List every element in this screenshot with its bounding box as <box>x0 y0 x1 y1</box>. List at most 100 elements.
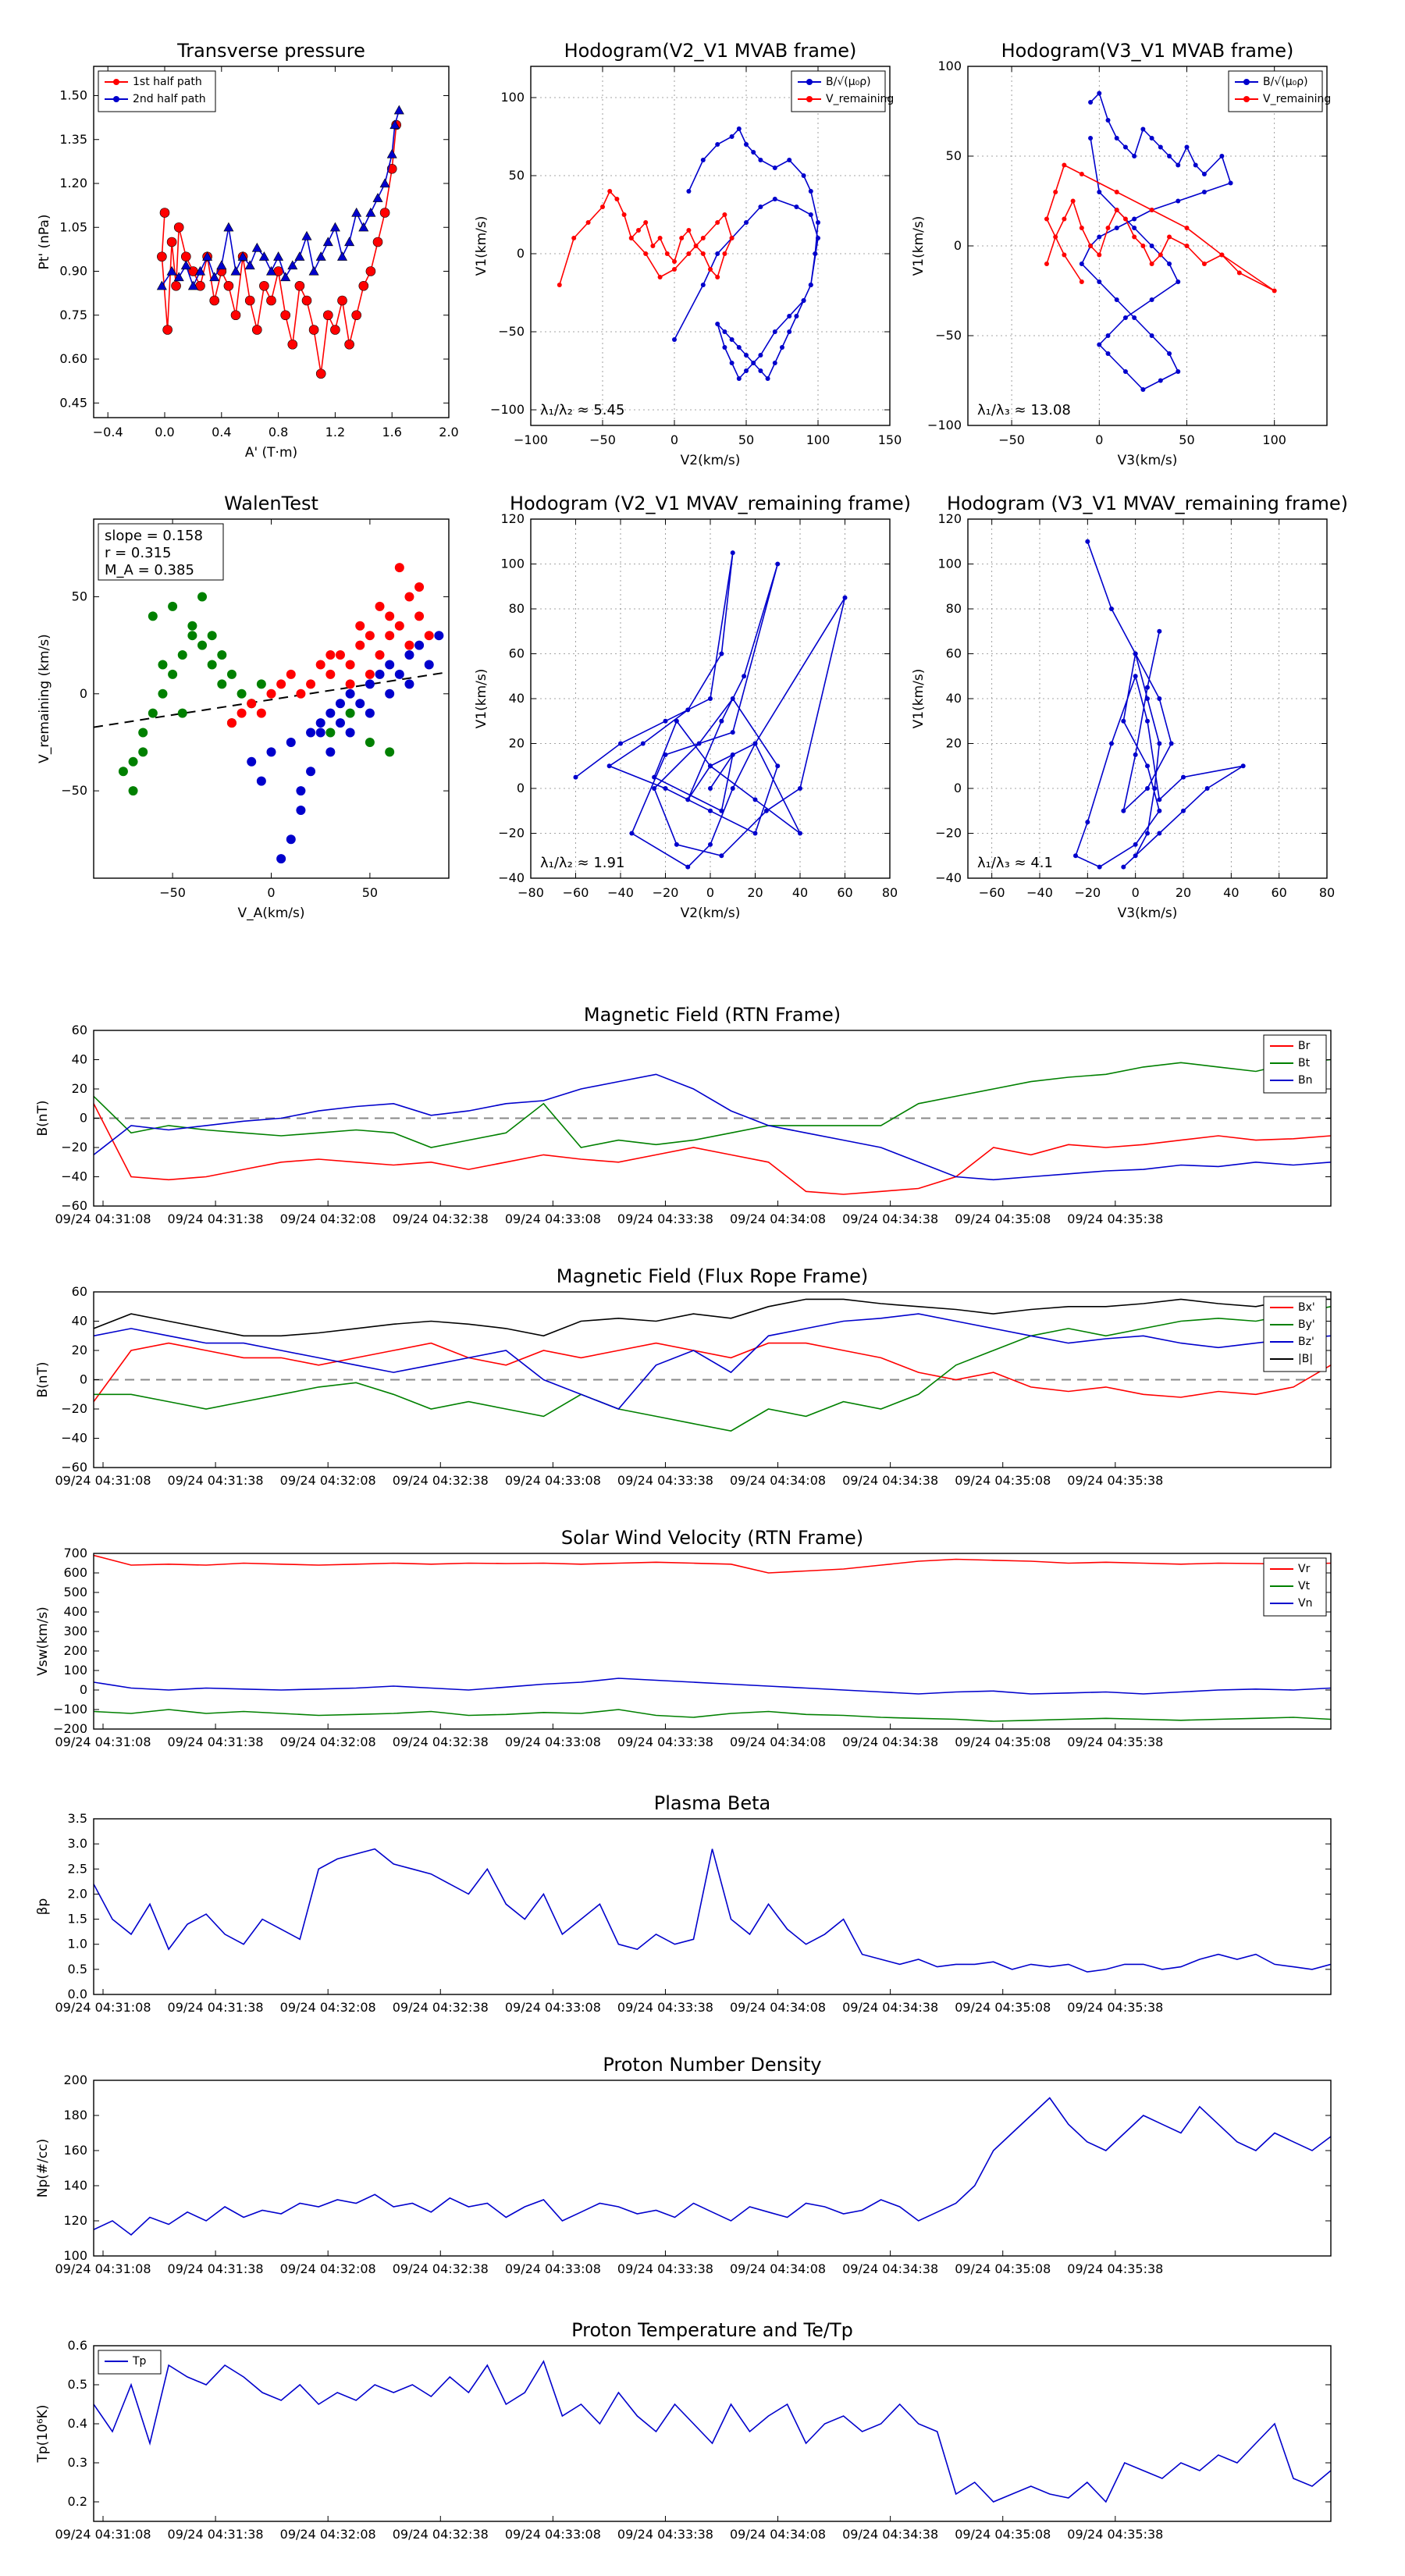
data-point <box>787 329 792 334</box>
y-tick-label: 0.75 <box>59 308 87 322</box>
data-point <box>325 747 336 757</box>
x-tick-label: 20 <box>747 885 763 900</box>
data-point <box>168 601 178 611</box>
data-point <box>345 688 355 699</box>
x-axis-label: V3(km/s) <box>1118 453 1178 468</box>
data-point <box>256 708 266 718</box>
legend-marker <box>806 79 813 85</box>
y-tick-label: 0 <box>517 246 525 261</box>
x-tick-label: 09/24 04:35:38 <box>1067 2261 1163 2276</box>
data-point <box>287 339 298 350</box>
data-point <box>808 212 813 217</box>
series-line-V_remaining <box>1046 164 1275 292</box>
data-point <box>414 640 425 650</box>
data-point <box>1204 786 1210 791</box>
legend-marker <box>1243 79 1250 85</box>
data-point <box>148 708 158 718</box>
x-tick-label: 09/24 04:34:08 <box>730 2000 826 2015</box>
eigenvalue-ratio-annotation: λ₁/λ₃ ≈ 4.1 <box>977 855 1053 871</box>
data-point <box>325 728 336 738</box>
data-point <box>173 222 184 233</box>
data-point <box>758 158 763 162</box>
axes-frame <box>530 66 891 426</box>
y-tick-label: 60 <box>946 646 962 661</box>
x-tick-label: 09/24 04:32:38 <box>393 2261 489 2276</box>
x-tick-label: 80 <box>882 885 898 900</box>
data-point <box>355 621 365 631</box>
data-point <box>708 267 713 272</box>
y-tick-label: 600 <box>63 1565 87 1580</box>
legend-label: Tp <box>132 2355 147 2368</box>
x-tick-label: 09/24 04:35:08 <box>955 2527 1051 2542</box>
data-point <box>157 251 167 262</box>
axes-frame <box>93 66 450 418</box>
chart-title: Hodogram(V3_V1 MVAB frame) <box>1001 40 1294 62</box>
data-point <box>730 786 735 791</box>
data-point <box>197 640 208 650</box>
y-tick-label: 0 <box>80 1372 87 1387</box>
data-point <box>657 275 663 279</box>
data-point <box>1219 252 1225 258</box>
data-point <box>674 841 679 847</box>
series-line-V_remaining <box>575 552 846 868</box>
data-point <box>351 310 362 321</box>
data-point <box>1097 864 1102 870</box>
data-point <box>280 272 291 282</box>
y-tick-label: 300 <box>63 1624 87 1638</box>
data-point <box>148 611 158 621</box>
data-point <box>177 708 187 718</box>
data-point <box>1122 369 1128 374</box>
stats-line: r = 0.315 <box>105 545 171 561</box>
series-line-|B| <box>94 1298 1331 1337</box>
series-line-Vt <box>94 1709 1331 1722</box>
y-tick-label: −50 <box>935 328 962 343</box>
series-line-Bx' <box>94 1342 1331 1403</box>
x-tick-label: 09/24 04:33:38 <box>617 2000 713 2015</box>
data-point <box>1132 216 1137 222</box>
x-axis-label: V2(km/s) <box>681 453 741 468</box>
data-point <box>159 208 170 218</box>
y-tick-label: 0.5 <box>68 1962 87 1976</box>
y-tick-label: 50 <box>72 589 87 603</box>
data-point <box>736 376 742 381</box>
data-point <box>1145 718 1150 724</box>
x-tick-label: 0 <box>706 885 714 900</box>
data-point <box>1181 808 1186 813</box>
data-point <box>344 237 355 247</box>
chart-magnetic_field_rtn: −60 −40 −20 0 20 40 60 09/24 04:31:08 09/24 04:3… <box>35 1004 1332 1226</box>
x-axis-label: A' (T·m) <box>245 445 297 461</box>
x-tick-label: 09/24 04:33:38 <box>617 2527 713 2542</box>
legend-label: B/√(μ₀ρ) <box>826 76 871 88</box>
data-point <box>1184 226 1190 230</box>
data-point <box>207 660 217 670</box>
x-tick-label: 40 <box>792 885 808 900</box>
x-tick-label: 09/24 04:33:08 <box>505 1473 601 1488</box>
x-tick-label: −20 <box>1074 885 1101 900</box>
data-point <box>344 339 354 350</box>
data-point <box>1176 279 1181 284</box>
data-point <box>557 283 562 287</box>
data-point <box>1079 172 1084 176</box>
data-point <box>315 251 326 261</box>
data-point <box>209 272 220 282</box>
data-point <box>1097 252 1102 258</box>
data-point <box>394 563 404 573</box>
x-tick-label: 09/24 04:32:08 <box>280 2000 376 2015</box>
data-point <box>325 708 336 718</box>
plot-area <box>573 550 848 870</box>
data-point <box>722 345 727 350</box>
x-tick-label: 1.6 <box>382 425 401 439</box>
data-point <box>335 699 345 709</box>
data-point <box>715 322 720 326</box>
y-tick-label: −40 <box>935 870 962 885</box>
data-point <box>1105 351 1111 356</box>
data-point <box>259 280 269 291</box>
data-point <box>686 251 692 256</box>
data-point <box>247 699 257 709</box>
data-point <box>722 212 727 217</box>
chart-proton_density: 100 120 140 160 180 200 09/24 04:31:08 09/24 04… <box>35 2054 1332 2276</box>
y-tick-label: 120 <box>937 511 962 526</box>
y-tick-label: 60 <box>72 1023 87 1037</box>
data-point <box>434 631 444 641</box>
